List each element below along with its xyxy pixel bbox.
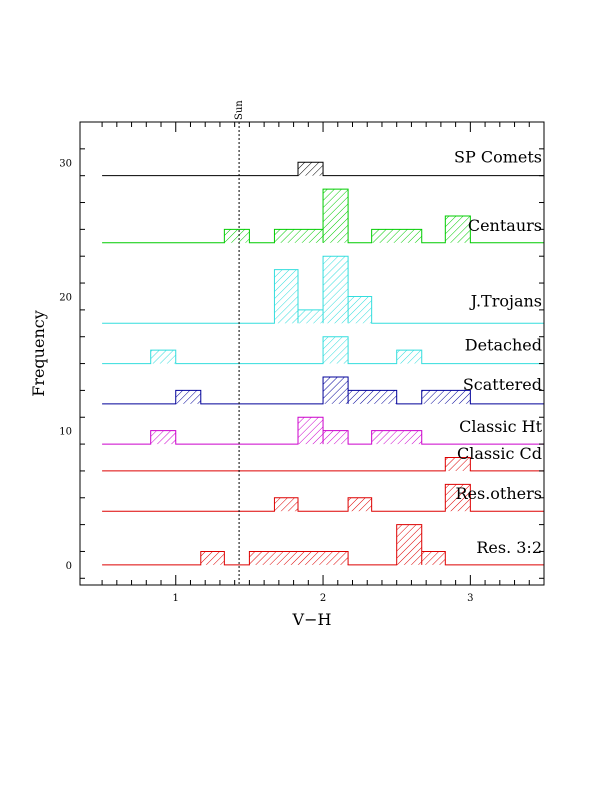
histogram-outline — [102, 376, 544, 405]
histogram-bar — [150, 350, 176, 364]
histogram-bar — [371, 430, 422, 445]
series-label-res-others: Res.others — [455, 484, 542, 503]
histogram-bar — [371, 229, 422, 243]
series-j-trojans — [102, 255, 544, 324]
series-sp-comets — [102, 161, 544, 177]
histogram-bar — [224, 229, 250, 243]
histogram-bar — [445, 484, 471, 512]
series-label-centaurs: Centaurs — [468, 216, 542, 235]
histogram-bar — [445, 215, 471, 243]
histogram-outline — [102, 336, 544, 365]
histogram-bar — [323, 336, 349, 364]
histogram-bar — [298, 309, 324, 324]
series-label-classic-cd: Classic Cd — [457, 444, 542, 463]
x-tick-label: 3 — [467, 593, 473, 604]
series-scattered — [102, 376, 544, 405]
histogram-bar — [323, 376, 349, 404]
histogram-bar — [298, 417, 324, 445]
y-tick-label: 10 — [59, 427, 72, 438]
histogram-bar — [348, 497, 372, 512]
x-axis-label: V−H — [292, 610, 332, 629]
series-labels: SP Comets Centaurs J.Trojans Detached Scatte… — [454, 148, 543, 557]
series-res-others — [102, 483, 544, 512]
y-tick-label: 30 — [59, 158, 72, 169]
histogram-bar — [175, 390, 201, 404]
series-label-scattered: Scattered — [463, 375, 542, 394]
histogram-outline — [102, 457, 544, 472]
plot-frame — [79, 121, 545, 586]
histogram-bar — [348, 296, 372, 324]
histogram-bar — [274, 269, 299, 324]
histogram-bar — [421, 390, 471, 404]
series-label-classic-ht: Classic Ht — [459, 417, 542, 436]
x-tick-label: 2 — [320, 593, 326, 604]
x-tick-label: 1 — [173, 593, 179, 604]
series-classic-cd — [102, 457, 544, 472]
histogram-bar — [150, 430, 176, 445]
series-label-detached: Detached — [465, 336, 542, 355]
histogram-bar — [348, 390, 397, 404]
histogram-outline — [102, 524, 544, 566]
histogram-bar — [200, 551, 225, 565]
y-axis-label: Frequency — [29, 310, 48, 397]
histogram-outline — [102, 483, 544, 512]
y-tick-label: 20 — [59, 292, 72, 303]
series-res-3-2 — [102, 524, 544, 566]
histogram-bar — [396, 350, 422, 364]
histogram-bar — [323, 256, 349, 324]
histogram-bar — [421, 551, 446, 565]
sun-reference-label: Sun — [234, 100, 245, 120]
series-label-res-3-2: Res. 3:2 — [476, 538, 542, 557]
y-tick-label: 0 — [66, 561, 72, 572]
histogram-outline — [102, 188, 544, 244]
series-centaurs — [102, 188, 544, 244]
histogram-bar — [298, 162, 324, 176]
series-label-sp-comets: SP Comets — [454, 148, 542, 167]
series-label-j-trojans: J.Trojans — [469, 291, 542, 310]
histogram-bar — [396, 524, 422, 565]
axis-ticks — [80, 121, 544, 585]
series-classic-ht — [102, 416, 544, 445]
series-layer — [102, 161, 544, 566]
histogram-bar — [323, 430, 349, 445]
histogram-outline — [102, 255, 544, 324]
histogram-bar — [274, 229, 324, 243]
series-detached — [102, 336, 544, 365]
histogram-bar — [249, 551, 349, 565]
histogram-outline — [102, 161, 544, 177]
histogram-bar — [323, 189, 349, 243]
histogram-bar — [274, 497, 299, 512]
histogram-bar — [445, 457, 471, 471]
